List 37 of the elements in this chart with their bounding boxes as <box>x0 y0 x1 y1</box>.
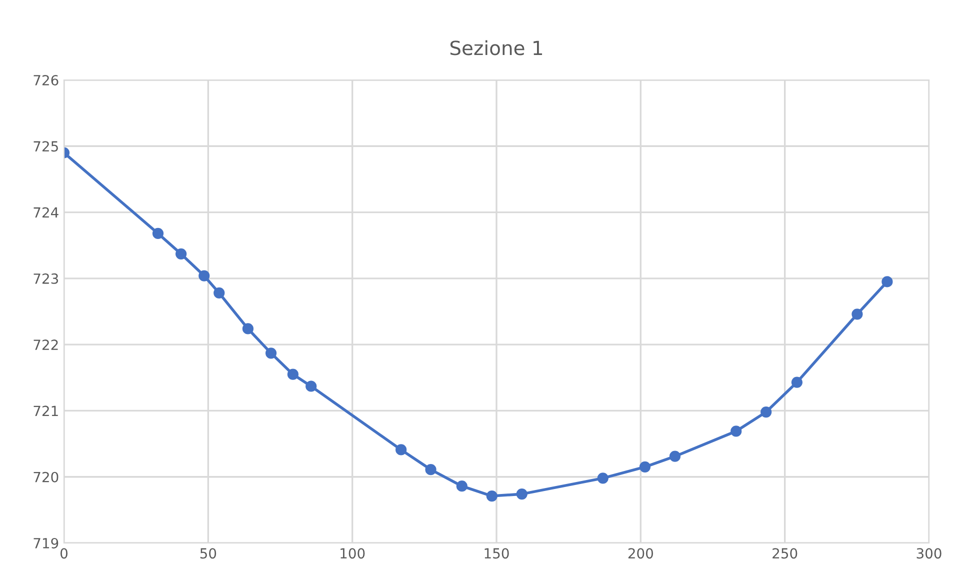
point <box>486 490 498 502</box>
x-tick-label: 0 <box>60 548 68 559</box>
point <box>425 464 436 476</box>
y-tick-label: 725 <box>34 141 58 152</box>
point <box>214 287 225 299</box>
point <box>152 228 164 240</box>
point <box>516 488 528 500</box>
point <box>396 444 407 456</box>
y-tick-label: 726 <box>34 74 58 86</box>
x-tick-label: 50 <box>200 548 216 559</box>
chart-title: Sezione 1 <box>450 40 542 56</box>
point <box>882 276 893 288</box>
y-tick-label: 724 <box>34 207 58 218</box>
x-tick-label: 300 <box>916 548 942 559</box>
point <box>597 472 608 484</box>
x-tick-label: 250 <box>772 548 798 559</box>
point <box>852 308 863 320</box>
x-tick-label: 150 <box>484 548 509 559</box>
point <box>176 248 187 260</box>
point <box>456 480 468 492</box>
point <box>242 323 254 334</box>
point <box>198 270 210 282</box>
x-tick-label: 200 <box>628 548 653 559</box>
point <box>306 380 317 392</box>
y-tick-label: 719 <box>34 538 58 548</box>
x-tick-label: 100 <box>340 548 365 559</box>
point <box>265 348 277 359</box>
y-tick-label: 721 <box>34 406 58 416</box>
point <box>639 461 651 472</box>
point <box>730 426 742 437</box>
point <box>760 406 772 418</box>
point <box>669 450 681 462</box>
y-tick-label: 723 <box>34 273 58 284</box>
point <box>287 368 298 380</box>
y-tick-label: 720 <box>34 472 58 482</box>
point <box>791 376 802 388</box>
y-tick-label: 722 <box>34 340 58 350</box>
